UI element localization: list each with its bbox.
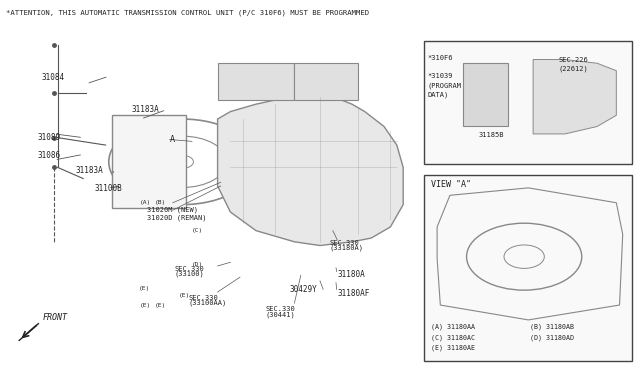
Text: 31180AF: 31180AF: [338, 289, 371, 298]
Polygon shape: [533, 60, 616, 134]
Text: (D) 31180AD: (D) 31180AD: [530, 334, 574, 341]
Text: (E): (E): [155, 302, 166, 308]
Polygon shape: [218, 97, 403, 246]
Text: (E): (E): [139, 286, 150, 291]
Text: SEC.330: SEC.330: [189, 295, 218, 301]
Text: SEC.330: SEC.330: [266, 306, 295, 312]
Text: 31086: 31086: [37, 151, 60, 160]
Text: 31180A: 31180A: [338, 270, 365, 279]
FancyBboxPatch shape: [112, 115, 186, 208]
Text: SEC.330: SEC.330: [330, 240, 359, 246]
Text: (33100AA): (33100AA): [189, 300, 227, 307]
Text: (C) 31180AC: (C) 31180AC: [431, 334, 475, 341]
Text: R31000JA: R31000JA: [568, 349, 614, 359]
Text: FRONT: FRONT: [43, 313, 68, 322]
Text: 31020M (NEW): 31020M (NEW): [147, 207, 198, 214]
Text: (E): (E): [179, 293, 190, 298]
Text: (A) 31180AA: (A) 31180AA: [431, 324, 475, 330]
Text: 31100B: 31100B: [95, 184, 122, 193]
FancyBboxPatch shape: [294, 63, 358, 100]
Text: *310F6: *310F6: [428, 55, 453, 61]
FancyBboxPatch shape: [463, 63, 508, 126]
Text: A: A: [170, 135, 175, 144]
Text: 31089: 31089: [37, 133, 60, 142]
Text: (B) 31180AB: (B) 31180AB: [530, 324, 574, 330]
Text: (30441): (30441): [266, 311, 295, 318]
Text: 30429Y: 30429Y: [289, 285, 317, 294]
Text: 31084: 31084: [42, 73, 65, 81]
FancyBboxPatch shape: [424, 175, 632, 361]
Text: SEC.226: SEC.226: [559, 57, 588, 63]
Text: (C): (C): [191, 228, 203, 233]
Text: (33100): (33100): [175, 271, 204, 278]
Text: (33180A): (33180A): [330, 245, 364, 251]
Text: (PROGRAM: (PROGRAM: [428, 82, 461, 89]
Text: 31185B: 31185B: [479, 132, 504, 138]
Text: VIEW "A": VIEW "A": [431, 180, 471, 189]
Text: 31183A: 31183A: [131, 105, 159, 114]
Text: 31183A: 31183A: [76, 166, 103, 174]
FancyBboxPatch shape: [424, 41, 632, 164]
Text: (E) 31180AE: (E) 31180AE: [431, 344, 475, 351]
Text: *31039: *31039: [428, 73, 453, 79]
Text: *ATTENTION, THIS AUTOMATIC TRANSMISSION CONTROL UNIT (P/C 310F6) MUST BE PROGRAM: *ATTENTION, THIS AUTOMATIC TRANSMISSION …: [6, 9, 369, 16]
Text: SEC.330: SEC.330: [175, 266, 204, 272]
Text: (B): (B): [155, 200, 166, 205]
Text: (E): (E): [140, 302, 152, 308]
FancyBboxPatch shape: [218, 63, 294, 100]
Text: (22612): (22612): [559, 65, 588, 72]
Text: (A): (A): [140, 200, 152, 205]
Text: 31020D (REMAN): 31020D (REMAN): [147, 214, 207, 221]
Text: (D): (D): [191, 262, 203, 267]
Text: DATA): DATA): [428, 92, 449, 98]
